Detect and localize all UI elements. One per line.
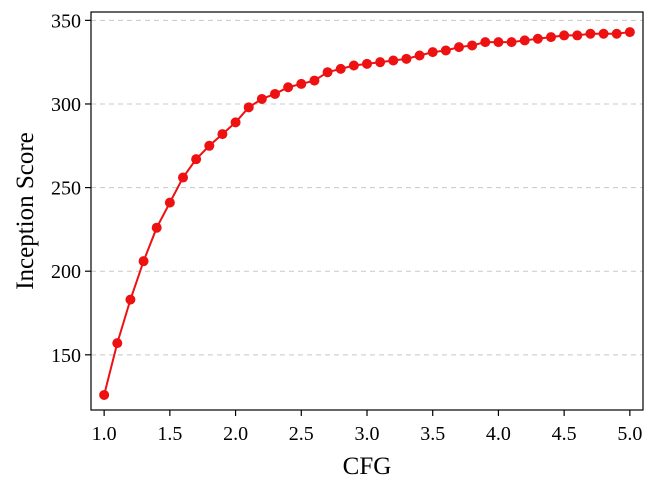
x-tick-label: 5.0 — [617, 423, 642, 445]
y-tick-label: 150 — [51, 345, 81, 367]
data-point — [296, 78, 307, 89]
data-point — [230, 117, 241, 128]
data-point — [164, 197, 175, 208]
data-point — [414, 50, 425, 61]
data-point — [440, 45, 451, 56]
data-point — [480, 37, 491, 48]
data-point — [624, 27, 635, 38]
series-line — [103, 31, 630, 396]
data-point — [191, 154, 202, 165]
data-point — [348, 60, 359, 71]
data-point — [112, 338, 123, 349]
data-point — [454, 42, 464, 53]
data-point — [375, 57, 386, 68]
data-point — [401, 53, 412, 64]
y-tick-label: 250 — [51, 178, 81, 200]
data-point — [138, 256, 149, 267]
data-point — [283, 82, 294, 93]
data-point — [151, 222, 162, 233]
grid-lines — [91, 19, 643, 356]
data-point — [256, 93, 267, 104]
data-point — [546, 32, 556, 43]
data-point — [493, 37, 504, 48]
x-axis-ticks: 1.0 1.5 2.0 2.5 3.0 3.5 4.0 4.5 5.0 — [92, 410, 642, 445]
x-tick-label: 3.0 — [355, 423, 380, 445]
data-point — [178, 172, 188, 183]
data-point — [388, 55, 399, 66]
x-tick-label: 2.5 — [289, 423, 314, 445]
x-tick-label: 1.0 — [92, 423, 117, 445]
data-point — [559, 30, 570, 41]
data-point — [519, 35, 530, 46]
data-point — [598, 28, 609, 39]
plot-frame — [90, 11, 644, 411]
data-point — [204, 140, 215, 151]
y-tick-label: 350 — [51, 10, 81, 32]
data-point — [322, 67, 333, 78]
data-point — [270, 88, 280, 99]
data-point — [427, 47, 438, 58]
y-tick-label: 200 — [51, 261, 81, 283]
data-point — [99, 389, 110, 400]
data-point — [362, 58, 372, 69]
series-group — [99, 27, 635, 400]
data-point — [611, 28, 622, 39]
data-point — [467, 40, 478, 51]
y-axis-title: Inception Score — [12, 132, 39, 290]
y-tick-label: 300 — [51, 94, 81, 116]
x-tick-label: 2.0 — [223, 423, 248, 445]
x-tick-label: 4.0 — [486, 423, 511, 445]
data-point — [309, 75, 320, 86]
data-point — [335, 63, 346, 74]
data-point — [125, 294, 136, 305]
x-tick-label: 4.5 — [552, 423, 577, 445]
data-point — [243, 102, 254, 113]
x-tick-label: 1.5 — [157, 423, 182, 445]
data-point — [585, 28, 596, 39]
data-point — [217, 129, 228, 140]
y-axis-ticks: 150 200 250 300 350 — [51, 10, 91, 367]
x-axis-title: CFG — [343, 453, 392, 480]
x-tick-label: 3.5 — [420, 423, 445, 445]
data-point — [532, 33, 543, 44]
data-point — [506, 37, 517, 48]
data-point — [572, 30, 583, 41]
